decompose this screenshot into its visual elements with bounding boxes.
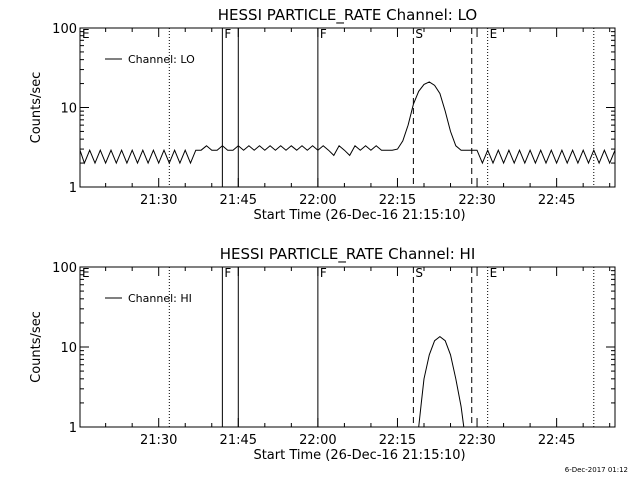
x-tick-label: 22:30	[458, 433, 495, 448]
y-tick-label: 1	[69, 421, 77, 436]
y-tick-label: 10	[60, 102, 77, 117]
y-axis-label: Counts/sec	[29, 311, 44, 383]
plot-frame	[79, 266, 616, 428]
legend-label: Channel: LO	[128, 53, 195, 66]
y-tick-label: 100	[52, 261, 77, 276]
annotation-label: F	[224, 27, 231, 41]
series-line	[418, 335, 465, 428]
x-tick-label: 21:30	[140, 193, 177, 208]
annotation-label: E	[82, 266, 90, 280]
y-tick-label: 1	[69, 181, 77, 196]
x-tick-label: 22:45	[538, 433, 575, 448]
x-tick-label: 22:00	[299, 433, 336, 448]
annotation-label: S	[415, 27, 423, 41]
x-tick-label: 22:15	[379, 193, 416, 208]
x-tick-label: 21:45	[220, 433, 257, 448]
x-tick-label: 21:30	[140, 433, 177, 448]
x-tick-label: 22:30	[458, 193, 495, 208]
plot-frame	[79, 27, 616, 188]
annotation-label: E	[490, 27, 498, 41]
x-tick-label: 22:00	[299, 193, 336, 208]
y-tick-label: 10	[60, 341, 77, 356]
legend-label: Channel: HI	[128, 292, 192, 305]
x-axis-label: Start Time (26-Dec-16 21:15:10)	[253, 208, 465, 223]
chart-title: HESSI PARTICLE_RATE Channel: LO	[218, 6, 477, 25]
x-tick-label: 21:45	[220, 193, 257, 208]
annotation-label: E	[82, 27, 90, 41]
footer-date: 6-Dec-2017 01:12	[564, 466, 628, 474]
x-axis-label: Start Time (26-Dec-16 21:15:10)	[253, 448, 465, 463]
annotation-label: E	[490, 266, 498, 280]
annotation-label: F	[320, 27, 327, 41]
x-tick-label: 22:45	[538, 193, 575, 208]
annotation-label: F	[224, 266, 231, 280]
x-tick-label: 22:15	[379, 433, 416, 448]
chart-title: HESSI PARTICLE_RATE Channel: HI	[220, 245, 476, 264]
y-axis-label: Counts/sec	[29, 72, 44, 144]
y-tick-label: 100	[52, 22, 77, 37]
series-line	[79, 81, 616, 165]
annotation-label: S	[415, 266, 423, 280]
annotation-label: F	[320, 266, 327, 280]
